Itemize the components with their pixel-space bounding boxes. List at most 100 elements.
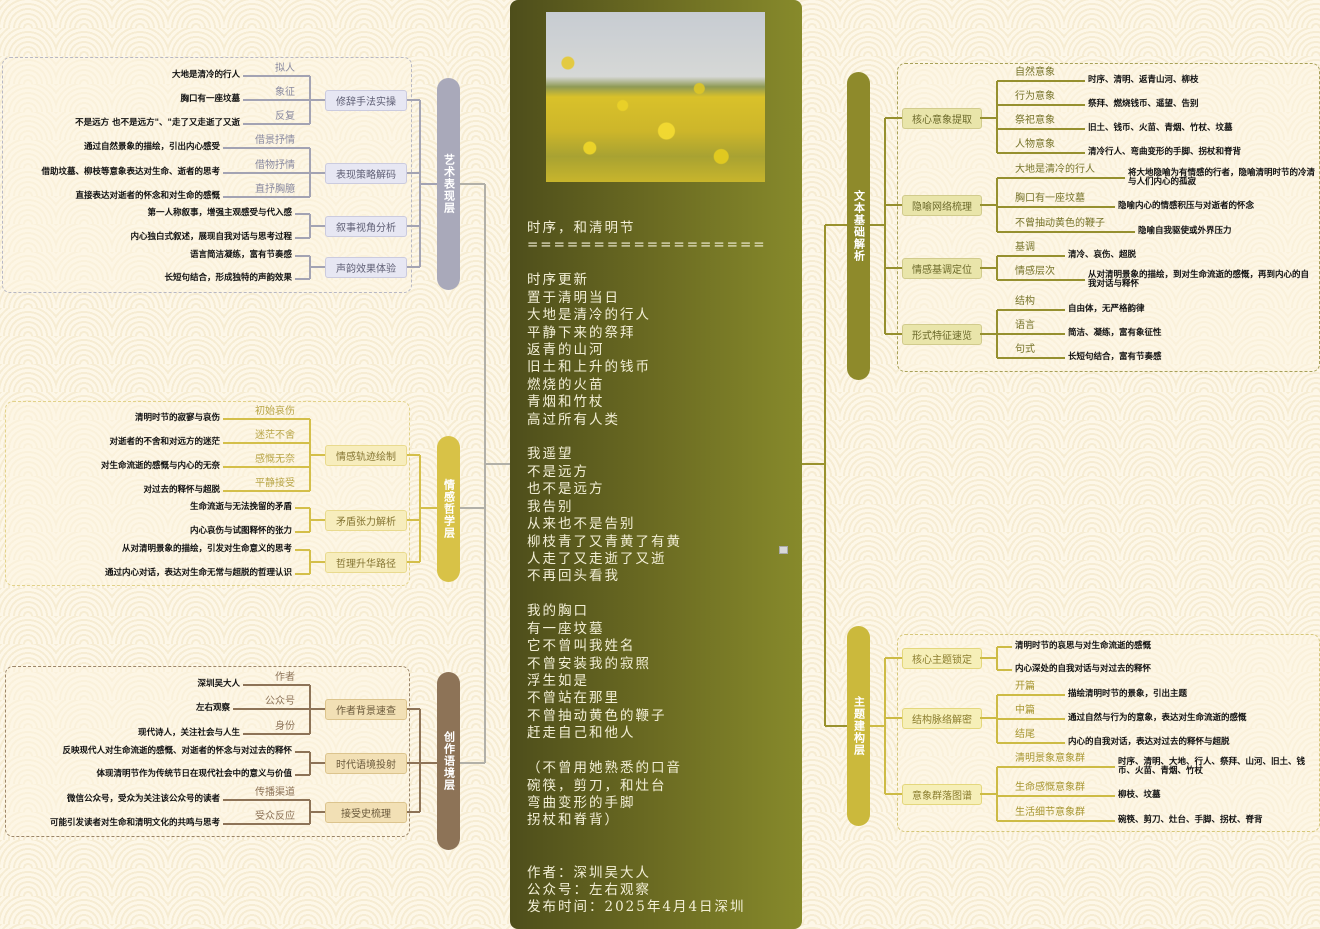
branch-bar-2[interactable]: 创作语境层: [437, 672, 460, 850]
topic-node[interactable]: 叙事视角分析: [325, 216, 407, 237]
connector-line: [295, 774, 310, 776]
connector-line: [884, 658, 886, 794]
connector-line: [997, 742, 1065, 744]
connector-line: [996, 647, 998, 670]
connector-line: [997, 309, 1065, 311]
connector-line: [997, 255, 1065, 257]
connector-line: [310, 266, 325, 268]
leaf-text: 深圳吴大人: [197, 679, 240, 689]
connector-line: [996, 767, 998, 821]
connector-line: [295, 278, 310, 280]
connector-line: [295, 573, 310, 575]
poem-line: 时序，和清明节: [527, 220, 636, 236]
poem-line: 浮生如是: [527, 672, 589, 689]
connector-line: [802, 463, 825, 465]
topic-node[interactable]: 矛盾张力解析: [325, 510, 407, 531]
poem-blank-line: [527, 830, 797, 847]
connector-line: [405, 561, 420, 563]
topic-node[interactable]: 声韵效果体验: [325, 257, 407, 278]
poem-line: ==================: [527, 237, 767, 254]
note-icon[interactable]: [779, 546, 788, 554]
connector-line: [884, 118, 886, 334]
connector-line: [295, 255, 310, 257]
topic-node[interactable]: 作者背景速查: [325, 699, 407, 720]
poem-line: 它不曾叫我姓名: [527, 638, 636, 655]
branch-label: 中篇: [1015, 705, 1035, 716]
topic-node[interactable]: 情感轨迹绘制: [325, 445, 407, 466]
connector-line: [233, 708, 310, 710]
poem-line: 赶走自己和他人: [527, 725, 636, 742]
connector-line: [885, 267, 902, 269]
leaf-text: 隐喻自我驱使或外界压力: [1138, 226, 1232, 236]
topic-node[interactable]: 接受史梳理: [325, 802, 407, 823]
leaf-text: 对生命流逝的感慨与内心的无奈: [100, 461, 220, 471]
connector-line: [405, 99, 420, 101]
topic-node[interactable]: 核心主题锁定: [902, 648, 982, 669]
leaf-text: 生命流逝与无法挽留的矛盾: [189, 502, 292, 512]
poem-text: 时序，和清明节 ================== 时序更新 置于清明当日 大地是清冷…: [527, 220, 797, 917]
connector-line: [824, 225, 826, 726]
branch-bar-3[interactable]: 文本基础解析: [847, 72, 870, 380]
branch-bar-1[interactable]: 情感哲学层: [437, 436, 460, 582]
poem-line: 青烟和竹杖: [527, 394, 605, 411]
connector-line: [460, 507, 485, 509]
connector-line: [405, 266, 420, 268]
poem-blank-line: [527, 586, 797, 603]
connector-line: [223, 196, 310, 198]
leaf-text: 体现清明节作为传统节日在现代社会中的意义与价值: [96, 769, 292, 779]
topic-node[interactable]: 结构脉络解密: [902, 708, 982, 729]
poem-blank-line: [527, 743, 797, 760]
connector-line: [310, 561, 325, 563]
connector-line: [223, 490, 310, 492]
topic-node[interactable]: 情感基调定位: [902, 258, 982, 279]
connector-line: [295, 531, 310, 533]
leaf-text: 自由体，无严格韵律: [1068, 304, 1145, 314]
branch-label: 生命感慨意象群: [1015, 782, 1085, 793]
leaf-text: 借助坟墓、柳枝等意象表达对生命、逝者的思考: [41, 167, 220, 177]
branch-label: 结尾: [1015, 729, 1035, 740]
leaf-text: 描绘清明时节的景象，引出主题: [1068, 689, 1188, 699]
branch-label: 作者: [275, 672, 295, 683]
leaf-text: 内心深处的自我对话与对过去的释怀: [1015, 664, 1152, 674]
poem-line: 弯曲变形的手脚: [527, 794, 636, 811]
connector-line: [980, 333, 997, 335]
branch-bar-0[interactable]: 艺术表现层: [437, 78, 460, 290]
poem-line: 我遥望: [527, 446, 574, 463]
connector-line: [243, 99, 310, 101]
branch-label: 胸口有一座坟墓: [1015, 193, 1085, 204]
connector-line: [295, 751, 310, 753]
connector-line: [420, 183, 437, 185]
topic-node[interactable]: 修辞手法实操: [325, 90, 407, 111]
branch-label: 大地是清冷的行人: [1015, 164, 1095, 175]
connector-line: [885, 204, 902, 206]
topic-node[interactable]: 核心意象提取: [902, 108, 982, 129]
topic-node[interactable]: 时代语境投射: [325, 753, 407, 774]
poem-line: 不曾安装我的寂照: [527, 655, 651, 672]
connector-line: [996, 81, 998, 153]
poem-blank-line: [527, 429, 797, 446]
connector-line: [997, 357, 1065, 359]
connector-line: [310, 811, 325, 813]
leaf-text: 内心哀伤与试图释怀的张力: [189, 526, 292, 536]
leaf-text: 通过自然景象的描绘，引出内心感受: [83, 142, 220, 152]
topic-node[interactable]: 意象群落图谱: [902, 784, 982, 805]
topic-node[interactable]: 形式特征速览: [902, 324, 982, 345]
leaf-text: 大地是清冷的行人: [171, 70, 240, 80]
connector-line: [997, 820, 1115, 822]
poem-line: 不曾站在那里: [527, 690, 620, 707]
poem-line: 也不是远方: [527, 481, 605, 498]
topic-node[interactable]: 哲理升华路径: [325, 552, 407, 573]
poem-line: 作者：深圳吴大人: [527, 864, 651, 881]
topic-node[interactable]: 隐喻网络梳理: [902, 195, 982, 216]
branch-label: 感慨无奈: [255, 454, 295, 465]
connector-line: [405, 811, 420, 813]
connector-line: [997, 80, 1085, 82]
branch-label: 平静接受: [255, 478, 295, 489]
branch-bar-4[interactable]: 主题建构层: [847, 626, 870, 826]
topic-node[interactable]: 表现策略解码: [325, 163, 407, 184]
leaf-text: 柳枝、坟墓: [1118, 790, 1161, 800]
connector-line: [310, 762, 325, 764]
branch-label: 初始哀伤: [255, 406, 295, 417]
leaf-text: 直接表达对逝者的怀念和对生命的感慨: [75, 191, 220, 201]
poem-line: 高过所有人类: [527, 411, 620, 428]
